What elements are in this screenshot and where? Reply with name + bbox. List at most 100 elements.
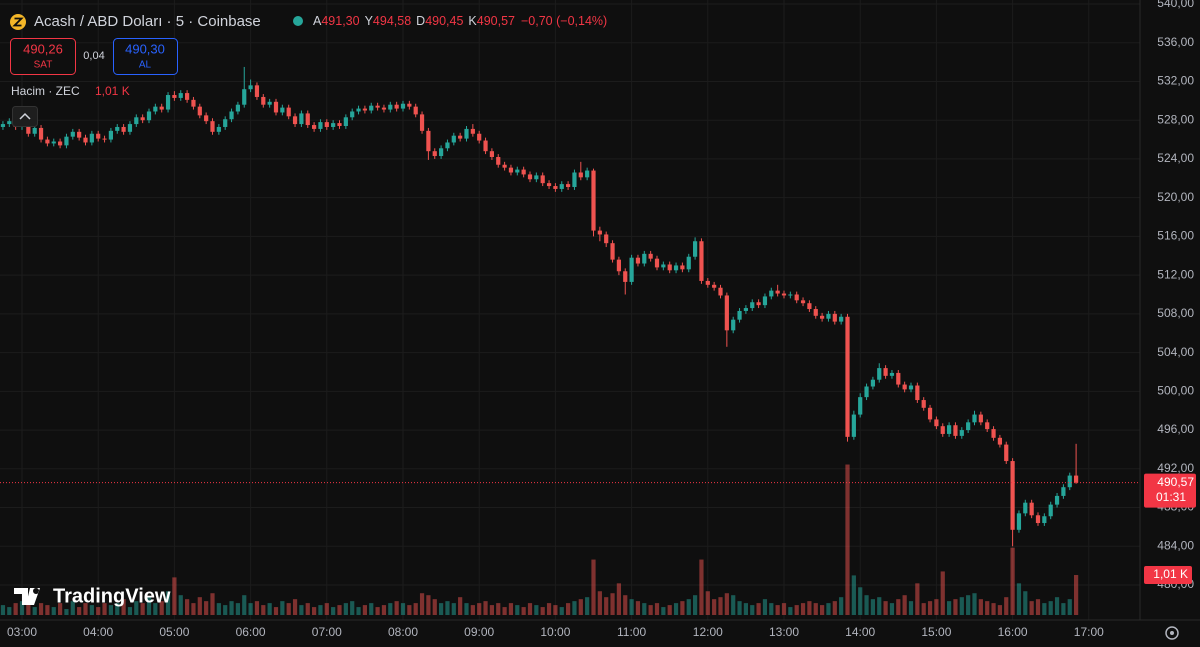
y-tick-label: 528,00 [1157,112,1194,126]
volume-bar [972,593,977,615]
volume-bar [1054,597,1060,615]
volume-bar [712,599,717,615]
volume-bar [566,603,571,615]
candle-body [648,253,653,259]
volume-bar [915,583,920,615]
volume-bar [134,601,139,615]
ohlc-value: 490,45 [425,14,463,28]
candle-body [934,419,939,427]
candle-body [1035,515,1041,524]
candle-body [585,170,590,178]
candle-body [362,108,367,111]
y-tick-label: 512,00 [1157,267,1194,281]
candle-body [369,105,374,111]
buy-label[interactable]: AL [139,60,152,71]
candle-body [616,259,621,272]
candle-body [134,117,139,125]
y-tick-label: 504,00 [1157,345,1194,359]
volume-bar [978,599,983,615]
volume-bar [248,603,253,615]
volume-bar [235,603,240,615]
volume-bar [159,601,164,615]
candle-body [794,294,799,301]
sell-price[interactable]: 490,26 [23,41,63,56]
settings-icon[interactable] [1170,631,1174,635]
candle-body [534,175,539,180]
candle-body [781,293,787,296]
candle-body [566,184,571,188]
candle-body [96,133,101,139]
sell-button[interactable] [10,38,76,75]
candle-body [426,130,431,152]
volume-bar [477,603,482,615]
volume-bar [19,601,25,615]
candle-body [1048,504,1053,517]
candle-body [635,257,641,264]
volume-bar [1067,599,1072,615]
volume-bar [324,603,329,615]
volume-bar [781,603,787,615]
volume-bar [591,559,596,615]
volume-bar [705,591,710,615]
candle-body [845,316,850,437]
candle-body [324,122,329,127]
volume-bar [1074,575,1079,615]
candle-body [350,111,355,118]
candle-body [1042,516,1047,524]
volume-bar [959,597,964,615]
volume-bar [839,597,844,615]
volume-bar [540,607,545,615]
candle-body [769,290,774,297]
volume-indicator-label: Hacim · ZEC [11,84,80,98]
y-tick-label: 516,00 [1157,229,1194,243]
candle-body [331,123,336,127]
last-price-badge [1144,473,1196,508]
volume-bar [693,595,698,615]
volume-bar [375,607,380,615]
buy-price[interactable]: 490,30 [125,41,165,56]
volume-bar [489,605,494,615]
volume-bar [756,603,761,615]
volume-bar [337,605,342,615]
y-tick-label: 540,00 [1157,0,1194,10]
volume-bar [96,607,101,615]
volume-bar [521,607,526,615]
candle-body [858,397,863,415]
candle-body [312,125,317,129]
volume-bar [635,601,641,615]
candle-body [731,319,736,331]
candle-body [546,183,552,187]
volume-bar [718,597,723,615]
candle-body [242,89,247,105]
candle-body [388,104,393,110]
volume-bar [1029,601,1034,615]
volume-bar [7,607,12,615]
candle-body [286,107,291,117]
sell-label[interactable]: SAT [34,60,53,71]
settings-button[interactable] [1165,626,1179,640]
y-tick-label: 532,00 [1157,74,1194,88]
volume-bar [432,599,437,615]
collapse-button[interactable] [12,106,38,127]
candle-body [1023,502,1028,514]
volume-bar [858,587,863,615]
candle-body [864,386,869,398]
volume-bar [680,601,685,615]
buy-button[interactable] [113,38,178,75]
candle-body [610,243,615,260]
candle-body [947,425,952,434]
candle-body [807,303,812,310]
ohlc-label: K [468,14,477,28]
candle-body [693,241,698,257]
volume-bar [794,605,799,615]
candle-body [343,117,348,127]
volume-bar [877,597,882,615]
candle-body [680,265,685,270]
y-tick-label: 520,00 [1157,190,1194,204]
candle-body [667,264,672,271]
candle-body [121,126,126,132]
candle-body [470,128,475,134]
candle-body [185,93,190,100]
volume-bar [292,599,298,615]
collapse-icon[interactable] [19,112,31,120]
